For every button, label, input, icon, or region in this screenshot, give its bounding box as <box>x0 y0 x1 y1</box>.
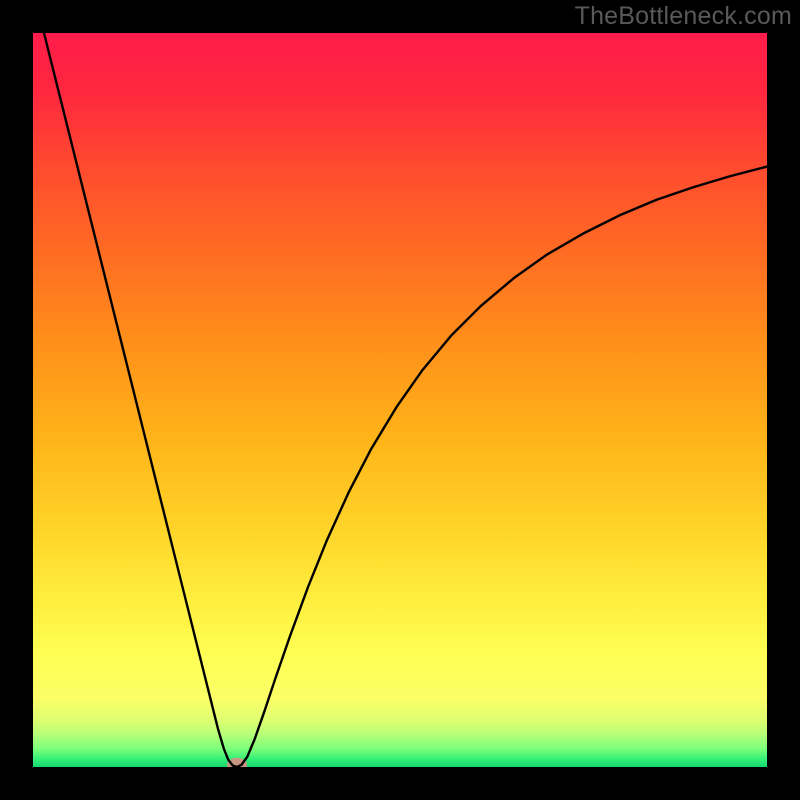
curve-layer <box>33 33 767 767</box>
watermark-text: TheBottleneck.com <box>575 2 792 31</box>
curve-path <box>33 33 767 767</box>
plot-area <box>33 33 767 767</box>
